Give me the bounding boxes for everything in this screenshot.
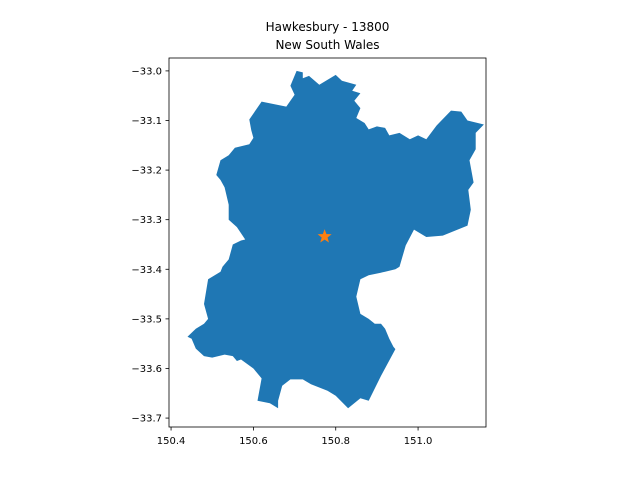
y-axis: −33.0 −33.1 −33.2 −33.3 −33.4 −33.5 −33.6 −33.7: [131, 66, 169, 425]
x-tick-label: 150.4: [157, 436, 186, 447]
centroid-star-marker: [317, 229, 332, 243]
y-tick-label: −33.5: [131, 314, 162, 325]
x-axis: 150.4 150.6 150.8 151.0: [157, 427, 433, 447]
y-tick-label: −33.6: [131, 364, 162, 375]
chart-title-line2: New South Wales: [275, 38, 379, 52]
region-polygon-hawkesbury: [187, 70, 484, 409]
x-tick-label: 151.0: [404, 436, 433, 447]
y-tick-label: −33.7: [131, 414, 162, 425]
x-tick-label: 150.8: [321, 436, 350, 447]
y-tick-label: −33.4: [131, 265, 162, 276]
x-tick-label: 150.6: [239, 436, 268, 447]
plot-area: [187, 70, 484, 409]
y-tick-label: −33.1: [131, 116, 162, 127]
y-tick-label: −33.2: [131, 166, 162, 177]
y-tick-label: −33.3: [131, 215, 162, 226]
y-tick-label: −33.0: [131, 66, 162, 77]
axes-frame: [168, 57, 487, 428]
chart-title-line1: Hawkesbury - 13800: [266, 20, 390, 34]
